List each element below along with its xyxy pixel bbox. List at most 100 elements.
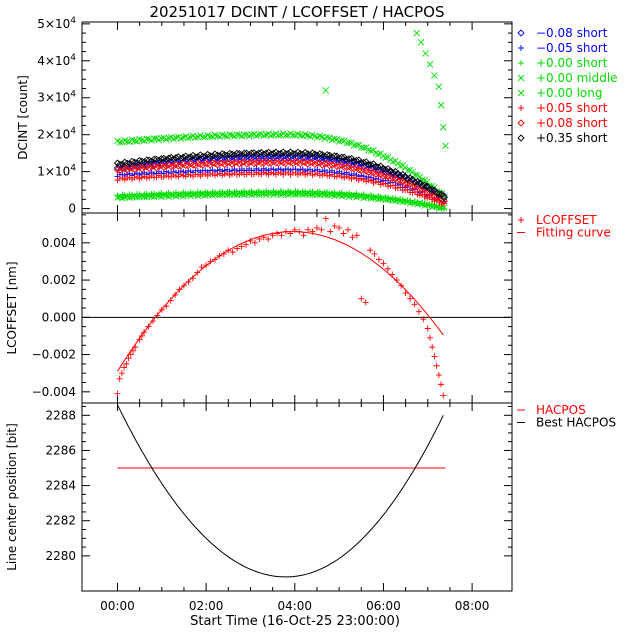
data-point: [260, 159, 268, 167]
data-point: [299, 191, 307, 198]
series-7: [113, 157, 448, 205]
legend-marker: [518, 105, 524, 111]
legend-label: Fitting curve: [536, 226, 611, 240]
data-point: [322, 215, 329, 222]
data-point: [225, 149, 234, 158]
legend-marker: [518, 217, 524, 223]
data-point: [429, 344, 436, 351]
data-point: [428, 185, 436, 194]
data-point: [130, 165, 139, 174]
data-point: [376, 256, 383, 263]
data-point: [123, 166, 131, 174]
data-point: [352, 156, 361, 165]
data-point: [267, 150, 275, 158]
data-point: [114, 390, 121, 397]
data-point: [223, 159, 231, 167]
data-point: [184, 134, 192, 142]
data-point: [440, 193, 448, 202]
data-point: [206, 152, 214, 160]
data-point: [238, 159, 246, 167]
data-point: [401, 180, 409, 188]
data-point: [126, 194, 133, 202]
data-point: [440, 392, 447, 399]
data-point: [131, 137, 138, 145]
data-point: [138, 332, 145, 339]
data-point: [169, 155, 178, 163]
data-point: [182, 161, 190, 170]
data-point: [251, 239, 258, 246]
data-point: [384, 265, 391, 272]
data-point: [116, 160, 124, 169]
data-point: [327, 228, 334, 235]
legend-marker: [517, 29, 525, 37]
x-tick-label: 00:00: [100, 599, 135, 613]
data-point: [403, 179, 412, 188]
data-point: [289, 131, 297, 139]
data-point: [133, 193, 141, 201]
y-tick-label: 2280: [45, 549, 76, 563]
data-point: [194, 152, 202, 161]
data-point: [175, 191, 182, 198]
data-point: [357, 144, 365, 151]
data-point: [396, 171, 404, 180]
data-point: [229, 249, 236, 256]
data-point: [372, 170, 380, 178]
data-point: [318, 226, 325, 233]
data-point: [201, 192, 209, 199]
data-point: [155, 156, 163, 165]
data-point: [362, 299, 369, 306]
data-point: [382, 154, 389, 162]
data-point: [165, 154, 173, 162]
data-point: [306, 158, 314, 167]
data-point: [349, 234, 356, 241]
data-point: [413, 29, 421, 37]
data-point: [250, 189, 258, 197]
data-point: [409, 168, 416, 176]
data-point: [336, 224, 343, 231]
data-point: [370, 194, 377, 201]
data-point: [243, 189, 251, 197]
data-point: [250, 159, 258, 168]
panel-1: 0 1×104 2×104 3×104 4×104 5×104 DCINT [count] −…: [16, 16, 618, 216]
data-point: [411, 182, 419, 191]
data-point: [357, 166, 365, 175]
data-point: [238, 243, 245, 250]
data-point: [367, 247, 374, 254]
data-point: [116, 139, 124, 146]
data-point: [394, 177, 402, 185]
data-point: [402, 290, 409, 297]
data-point: [240, 149, 248, 157]
data-point: [314, 191, 321, 198]
data-point: [140, 158, 148, 166]
data-point: [389, 158, 397, 165]
data-point: [331, 223, 338, 230]
plot-area: [113, 29, 449, 212]
data-point: [420, 316, 427, 323]
data-point: [152, 164, 161, 172]
data-point: [425, 185, 434, 194]
data-point: [411, 178, 419, 186]
data-point: [265, 189, 272, 197]
data-point: [284, 150, 292, 158]
data-point: [123, 138, 131, 145]
data-point: [353, 141, 360, 149]
data-point: [375, 150, 382, 158]
data-point: [439, 123, 447, 131]
data-point: [435, 372, 442, 379]
data-point: [386, 175, 395, 183]
data-point: [358, 295, 365, 302]
data-point: [422, 50, 429, 57]
x-tick-label: 06:00: [366, 599, 401, 613]
data-point: [147, 163, 156, 171]
data-point: [128, 157, 136, 165]
legend-label: +0.35 short: [536, 131, 608, 145]
data-point: [417, 39, 425, 46]
data-point: [143, 135, 151, 143]
data-point: [360, 144, 368, 152]
data-point: [291, 150, 300, 158]
data-point: [408, 183, 417, 191]
data-point: [389, 197, 397, 204]
data-point: [375, 195, 382, 203]
data-point: [305, 226, 312, 233]
data-point: [362, 193, 370, 201]
